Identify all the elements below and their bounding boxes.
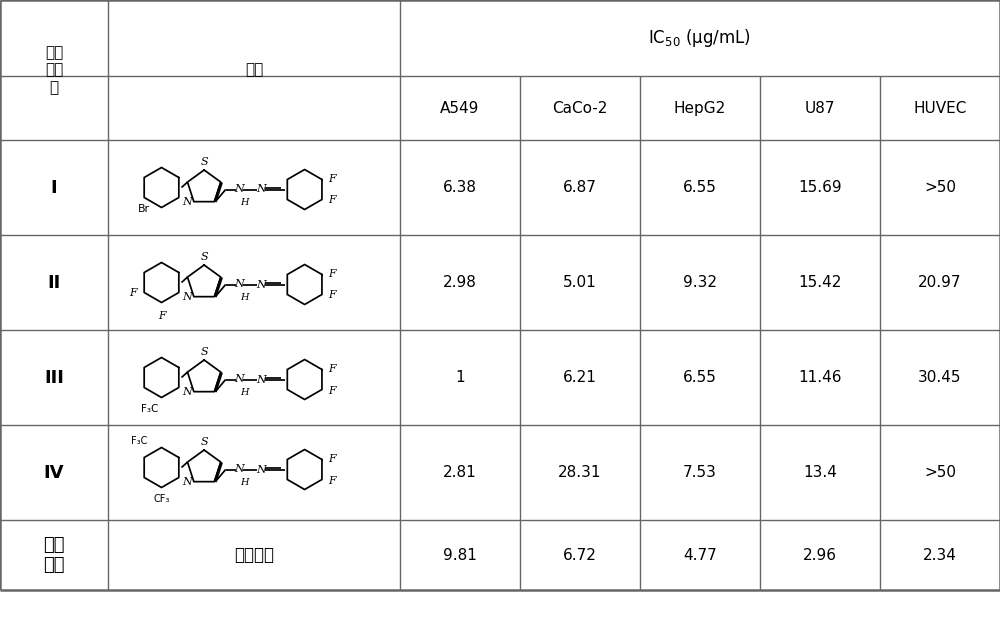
Text: Br: Br xyxy=(138,203,150,214)
Text: 化合
物编
号: 化合 物编 号 xyxy=(45,45,63,95)
Text: F: F xyxy=(328,475,335,485)
Text: N: N xyxy=(234,278,244,288)
Text: 1: 1 xyxy=(455,370,465,385)
Text: H: H xyxy=(241,293,249,302)
Text: 7.53: 7.53 xyxy=(683,465,717,480)
Text: F: F xyxy=(328,364,335,374)
Text: 15.69: 15.69 xyxy=(798,180,842,195)
Text: 11.46: 11.46 xyxy=(798,370,842,385)
Text: CaCo-2: CaCo-2 xyxy=(552,100,608,116)
Text: 2.81: 2.81 xyxy=(443,465,477,480)
Text: 4.77: 4.77 xyxy=(683,548,717,563)
Text: F: F xyxy=(129,288,136,298)
Text: U87: U87 xyxy=(805,100,835,116)
Text: F: F xyxy=(328,386,335,396)
Text: 6.55: 6.55 xyxy=(683,370,717,385)
Text: 13.4: 13.4 xyxy=(803,465,837,480)
Text: 9.81: 9.81 xyxy=(443,548,477,563)
Text: 6.87: 6.87 xyxy=(563,180,597,195)
Text: H: H xyxy=(241,388,249,397)
Text: S: S xyxy=(200,347,208,357)
Text: 6.72: 6.72 xyxy=(563,548,597,563)
Text: 5.01: 5.01 xyxy=(563,275,597,290)
Text: III: III xyxy=(44,369,64,386)
Text: F: F xyxy=(328,291,335,301)
Text: N: N xyxy=(182,477,192,487)
Text: 2.34: 2.34 xyxy=(923,548,957,563)
Text: 20.97: 20.97 xyxy=(918,275,962,290)
Text: N: N xyxy=(234,463,244,474)
Text: S: S xyxy=(200,437,208,447)
Text: 2.98: 2.98 xyxy=(443,275,477,290)
Text: N: N xyxy=(182,197,192,207)
Text: 15.42: 15.42 xyxy=(798,275,842,290)
Text: F: F xyxy=(328,195,335,205)
Text: 6.38: 6.38 xyxy=(443,180,477,195)
Text: N: N xyxy=(234,183,244,193)
Text: F: F xyxy=(158,310,165,320)
Text: 6.55: 6.55 xyxy=(683,180,717,195)
Text: 30.45: 30.45 xyxy=(918,370,962,385)
Text: N: N xyxy=(256,374,266,384)
Text: F₃C: F₃C xyxy=(141,404,159,413)
Text: CF₃: CF₃ xyxy=(153,494,170,504)
Text: F: F xyxy=(328,269,335,278)
Text: >50: >50 xyxy=(924,465,956,480)
Text: S: S xyxy=(200,252,208,262)
Text: HUVEC: HUVEC xyxy=(913,100,967,116)
Text: IV: IV xyxy=(44,463,64,482)
Text: N: N xyxy=(182,387,192,397)
Text: 9.32: 9.32 xyxy=(683,275,717,290)
Text: 2.96: 2.96 xyxy=(803,548,837,563)
Text: HepG2: HepG2 xyxy=(674,100,726,116)
Text: N: N xyxy=(256,465,266,475)
Text: A549: A549 xyxy=(440,100,480,116)
Text: II: II xyxy=(47,274,61,291)
Text: F₃C: F₃C xyxy=(131,436,148,446)
Text: 6.21: 6.21 xyxy=(563,370,597,385)
Text: F: F xyxy=(328,173,335,183)
Text: I: I xyxy=(51,178,57,197)
Text: 28.31: 28.31 xyxy=(558,465,602,480)
Text: 阳性
对照: 阳性 对照 xyxy=(43,536,65,575)
Text: 舒尼替尼: 舒尼替尼 xyxy=(234,546,274,564)
Text: N: N xyxy=(234,374,244,384)
Text: H: H xyxy=(241,478,249,487)
Text: S: S xyxy=(200,157,208,167)
Text: IC$_{50}$ (μg/mL): IC$_{50}$ (μg/mL) xyxy=(648,27,752,49)
Text: 结构: 结构 xyxy=(245,63,263,77)
Text: N: N xyxy=(182,291,192,301)
Text: N: N xyxy=(256,279,266,290)
Text: H: H xyxy=(241,198,249,207)
Text: N: N xyxy=(256,185,266,195)
Text: >50: >50 xyxy=(924,180,956,195)
Text: F: F xyxy=(328,453,335,463)
